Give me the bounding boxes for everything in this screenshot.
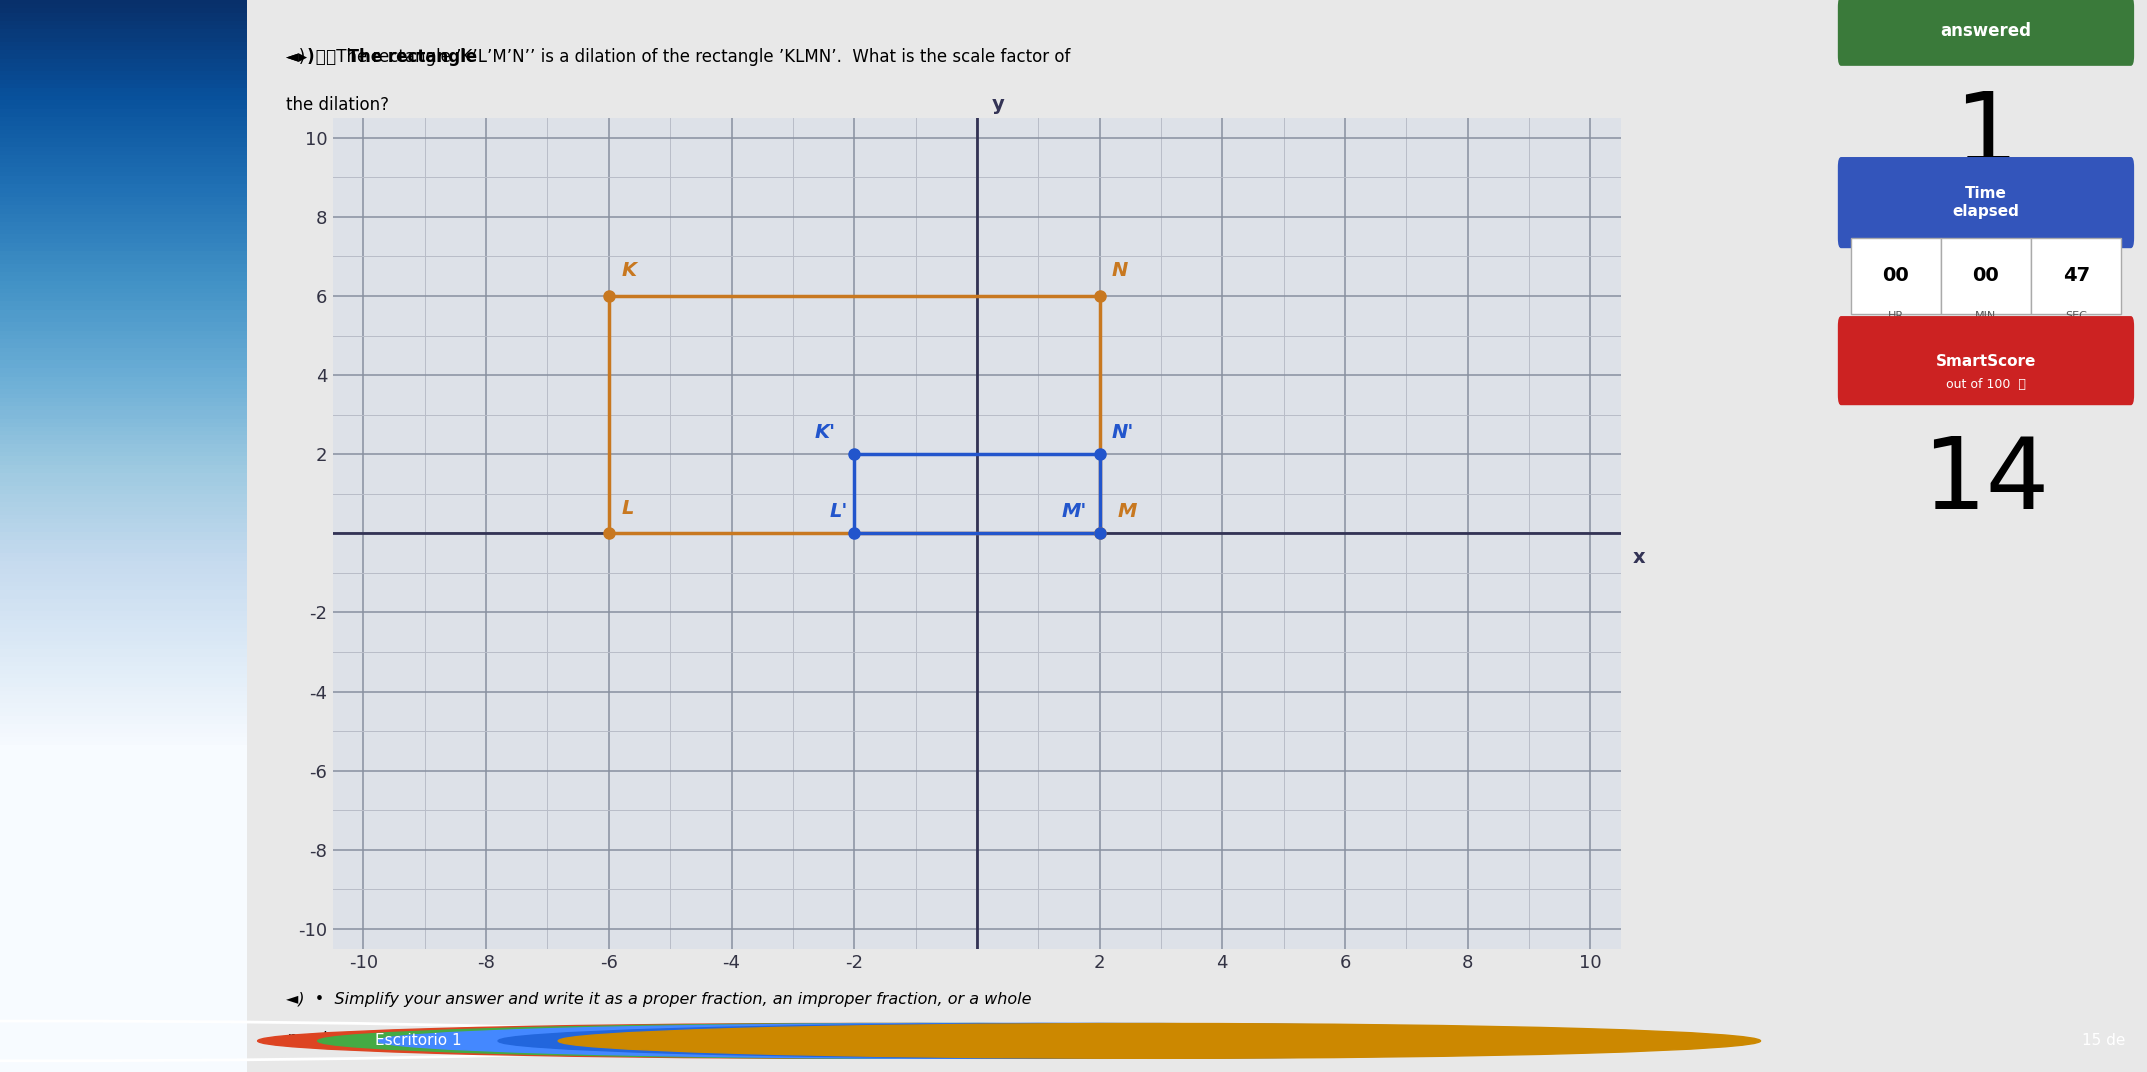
Circle shape	[258, 1024, 1460, 1058]
Text: x: x	[1634, 548, 1647, 567]
Text: K': K'	[814, 423, 835, 443]
Text: 00: 00	[1973, 266, 1999, 285]
Text: ◄)  🔊  The rectangle ’K’L’M’N’’ is a dilation of the rectangle ’KLMN’.  What is : ◄) 🔊 The rectangle ’K’L’M’N’’ is a dilat…	[286, 48, 1071, 66]
FancyBboxPatch shape	[2031, 238, 2121, 314]
Text: 00: 00	[1883, 266, 1909, 285]
Text: 15 de: 15 de	[2083, 1033, 2126, 1048]
FancyBboxPatch shape	[1838, 0, 2134, 65]
Text: SEC: SEC	[2065, 311, 2087, 322]
Text: MIN: MIN	[1975, 311, 1997, 322]
Text: HR: HR	[1887, 311, 1904, 322]
Text: K: K	[620, 262, 636, 280]
Circle shape	[558, 1024, 1761, 1058]
Text: 1: 1	[1954, 88, 2018, 185]
FancyBboxPatch shape	[1851, 238, 1941, 314]
Text: Time
elapsed: Time elapsed	[1952, 185, 2020, 220]
Circle shape	[438, 1024, 1640, 1058]
Text: ◄▸)  🔊  The rectangle: ◄▸) 🔊 The rectangle	[286, 48, 483, 66]
Text: answered: answered	[1941, 23, 2031, 41]
Text: ◄)  •  Simplify your answer and write it as a proper fraction, an improper fract: ◄) • Simplify your answer and write it a…	[286, 992, 1033, 1007]
Circle shape	[378, 1024, 1580, 1058]
Text: M: M	[1119, 503, 1138, 521]
FancyBboxPatch shape	[1941, 238, 2031, 314]
Text: SmartScore: SmartScore	[1937, 354, 2035, 369]
Text: M': M'	[1063, 503, 1086, 521]
Text: 14: 14	[1922, 433, 2050, 530]
Text: out of 100  ⓘ: out of 100 ⓘ	[1945, 378, 2027, 391]
Text: y: y	[992, 94, 1005, 114]
Text: N': N'	[1112, 423, 1134, 443]
Text: N: N	[1112, 262, 1127, 280]
Text: L': L'	[829, 503, 848, 521]
Text: the dilation?: the dilation?	[286, 96, 389, 115]
Text: 47: 47	[2063, 266, 2089, 285]
Circle shape	[318, 1024, 1520, 1058]
Text: L: L	[620, 498, 633, 518]
Text: number.: number.	[286, 1031, 352, 1046]
FancyBboxPatch shape	[1838, 157, 2134, 249]
FancyBboxPatch shape	[1838, 316, 2134, 405]
Text: Escritorio 1: Escritorio 1	[376, 1033, 462, 1048]
Circle shape	[498, 1024, 1700, 1058]
